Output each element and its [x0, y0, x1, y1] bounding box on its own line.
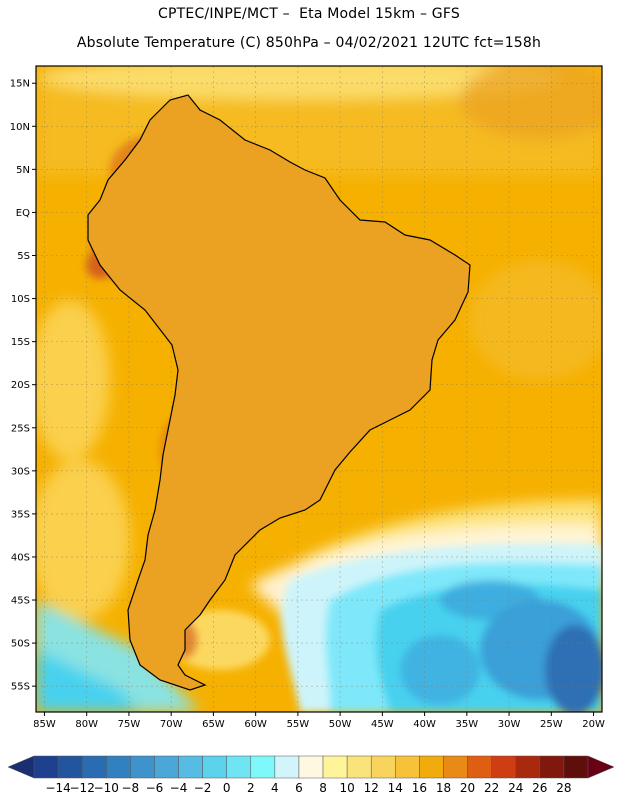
- colorbar-level-label: 16: [412, 781, 427, 795]
- colorbar-box: [226, 755, 252, 779]
- lat-tick-label: 10N: [10, 122, 30, 133]
- lon-tick-label: 20W: [582, 719, 605, 730]
- colorbar-box: [274, 755, 300, 779]
- lat-tick-label: 15S: [11, 337, 30, 348]
- colorbar-box: [346, 755, 372, 779]
- lat-tick-label: 5N: [16, 165, 30, 176]
- lat-tick-label: 55S: [11, 682, 30, 693]
- colorbar-box: [81, 755, 107, 779]
- colorbar-box: [202, 755, 227, 779]
- colorbar-box: [563, 755, 589, 779]
- lat-tick-label: EQ: [16, 208, 30, 219]
- lat-tick-label: 15N: [10, 79, 30, 90]
- colorbar-level-label: −6: [146, 781, 164, 795]
- colorbar-box: [515, 755, 541, 779]
- colorbar-box: [178, 755, 203, 779]
- longitude-labels: 85W 80W 75W 70W 65W 60W 55W 50W 45W 40W 35W 30W 25W 2…: [33, 712, 605, 730]
- colorbar-level-label: 4: [271, 781, 279, 795]
- map-frame: [35, 65, 603, 713]
- colorbar-level-label: 8: [319, 781, 327, 795]
- colorbar-box: [298, 755, 324, 779]
- colorbar: −14−12−10 −8 −6 −4 −2 0 2 4 6 8 10 12 14 16 18 20 22 24 26…: [7, 755, 615, 795]
- colorbar-level-label: 20: [460, 781, 475, 795]
- temperature-field: [36, 66, 602, 712]
- colorbar-box: [106, 755, 131, 779]
- lon-tick-label: 50W: [329, 719, 352, 730]
- colorbar-box: [419, 755, 444, 779]
- colorbar-box: [57, 755, 83, 779]
- colorbar-level-label: 24: [508, 781, 523, 795]
- colorbar-box: [370, 755, 396, 779]
- colorbar-box: [395, 755, 420, 779]
- lat-tick-label: 45S: [11, 596, 30, 607]
- latitude-labels: 15N 10N 5N EQ 5S 10S 15S 20S 25S 30S 35S 40S 45S 50S 5…: [10, 79, 36, 693]
- lon-tick-label: 35W: [456, 719, 479, 730]
- colorbar-level-label: −2: [194, 781, 212, 795]
- lat-tick-label: 30S: [11, 466, 30, 477]
- colorbar-boxes: [7, 755, 615, 779]
- lat-tick-label: 50S: [11, 639, 30, 650]
- colorbar-box: [539, 755, 565, 779]
- lat-tick-label: 35S: [11, 509, 30, 520]
- colorbar-box: [154, 755, 179, 779]
- temperature-map: 15N 10N 5N EQ 5S 10S 15S 20S 25S 30S 35S 40S 45S 50S 5…: [10, 65, 605, 730]
- colorbar-box: [250, 755, 276, 779]
- lon-tick-label: 60W: [244, 719, 267, 730]
- lon-tick-label: 25W: [540, 719, 563, 730]
- colorbar-box: [443, 755, 468, 779]
- map-title-line2: Absolute Temperature (C) 850hPa – 04/02/…: [76, 35, 542, 51]
- lat-tick-label: 5S: [17, 251, 30, 262]
- colorbar-level-label: 22: [484, 781, 499, 795]
- colorbar-level-label: 28: [556, 781, 571, 795]
- lon-tick-label: 70W: [160, 719, 183, 730]
- colorbar-level-label: 2: [247, 781, 255, 795]
- lon-tick-label: 30W: [498, 719, 521, 730]
- colorbar-box: [130, 755, 155, 779]
- lon-tick-label: 85W: [33, 719, 56, 730]
- colorbar-box: [467, 755, 492, 779]
- colorbar-level-label: 14: [388, 781, 403, 795]
- lon-tick-label: 45W: [371, 719, 394, 730]
- colorbar-box: [322, 755, 348, 779]
- colorbar-level-label: 0: [223, 781, 231, 795]
- colorbar-level-label: −8: [121, 781, 139, 795]
- lat-tick-label: 25S: [11, 423, 30, 434]
- colorbar-box: [491, 755, 516, 779]
- colorbar-labels: −14−12−10 −8 −6 −4 −2 0 2 4 6 8 10 12 14 16 18 20 22 24 26…: [45, 781, 571, 795]
- lon-tick-label: 75W: [118, 719, 141, 730]
- colorbar-level-label: 26: [532, 781, 547, 795]
- lon-tick-label: 80W: [75, 719, 98, 730]
- colorbar-level-label: 18: [436, 781, 451, 795]
- colorbar-box: [33, 755, 59, 779]
- lat-lon-grid: [36, 66, 602, 712]
- map-title-line1: CPTEC/INPE/MCT – Eta Model 15km – GFS: [158, 6, 460, 22]
- lon-tick-label: 40W: [413, 719, 436, 730]
- colorbar-level-label: −10: [94, 781, 119, 795]
- lon-tick-label: 55W: [287, 719, 310, 730]
- colorbar-level-label: 10: [339, 781, 354, 795]
- lat-tick-label: 10S: [11, 294, 30, 305]
- colorbar-level-label: −4: [170, 781, 188, 795]
- colorbar-under-arrow: [7, 755, 35, 779]
- lat-tick-label: 40S: [11, 552, 30, 563]
- lon-tick-label: 65W: [202, 719, 225, 730]
- colorbar-level-label: −14: [45, 781, 70, 795]
- colorbar-level-label: 6: [295, 781, 303, 795]
- lat-tick-label: 20S: [11, 380, 30, 391]
- colorbar-level-label: −12: [70, 781, 95, 795]
- colorbar-over-arrow: [587, 755, 615, 779]
- colorbar-level-label: 12: [364, 781, 379, 795]
